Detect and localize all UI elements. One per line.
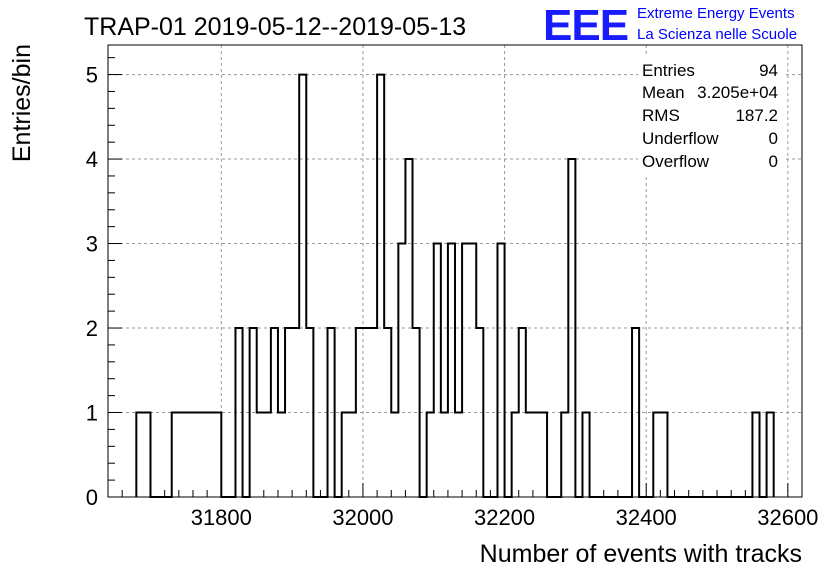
tick-labels: 31800 32000 32200 32400 32600 0 1 2 3 4 5 bbox=[86, 63, 819, 530]
histogram-bin bbox=[526, 413, 533, 497]
histogram-bin bbox=[250, 328, 257, 497]
stats-rms-label: RMS bbox=[642, 106, 680, 125]
histogram-bin bbox=[285, 328, 292, 497]
y-tick-label: 0 bbox=[86, 485, 98, 510]
histogram-bin bbox=[306, 328, 313, 497]
stats-underflow-label: Underflow bbox=[642, 129, 719, 148]
histogram-bin bbox=[476, 328, 483, 497]
y-tick-label: 1 bbox=[86, 401, 98, 426]
histogram-bin bbox=[398, 244, 405, 497]
histogram-bin bbox=[512, 413, 519, 497]
histogram-bin bbox=[497, 244, 504, 497]
stats-rms-value: 187.2 bbox=[735, 106, 778, 125]
histogram-bin bbox=[377, 75, 384, 497]
chart-title: TRAP-01 2019-05-12--2019-05-13 bbox=[84, 13, 466, 41]
histogram-bin bbox=[278, 413, 285, 497]
x-tick-label: 32400 bbox=[616, 505, 677, 530]
x-tick-label: 32000 bbox=[332, 505, 393, 530]
histogram-bin bbox=[264, 413, 271, 497]
stats-entries-value: 94 bbox=[759, 61, 778, 80]
plot-frame bbox=[107, 44, 803, 498]
x-tick-label: 31800 bbox=[191, 505, 252, 530]
stats-mean-value: 3.205e+04 bbox=[697, 83, 778, 102]
histogram-bin bbox=[356, 328, 363, 497]
x-axis-label: Number of events with tracks bbox=[480, 540, 802, 568]
histogram-bin bbox=[214, 413, 221, 497]
stats-underflow-value: 0 bbox=[769, 129, 778, 148]
y-tick-label: 3 bbox=[86, 232, 98, 257]
histogram-bin bbox=[582, 413, 589, 497]
histogram-outline bbox=[135, 73, 775, 498]
histogram-bin bbox=[299, 75, 306, 497]
y-axis-label: Entries/bin bbox=[8, 44, 36, 162]
histogram-bin bbox=[207, 413, 214, 497]
y-tick-label: 5 bbox=[86, 63, 98, 88]
histogram-bin bbox=[434, 244, 441, 497]
eee-logo-line2: La Scienza nelle Scuole bbox=[637, 26, 797, 43]
stats-mean-label: Mean bbox=[642, 83, 685, 102]
eee-logo-mark: EEE bbox=[543, 1, 628, 50]
y-tick-label: 2 bbox=[86, 316, 98, 341]
histogram-bin bbox=[271, 328, 278, 497]
histogram-bin bbox=[413, 328, 420, 497]
histogram-bin bbox=[349, 413, 356, 497]
stats-overflow-label: Overflow bbox=[642, 152, 710, 171]
histogram-bin bbox=[172, 413, 179, 497]
stats-overflow-value: 0 bbox=[769, 152, 778, 171]
histogram-bin bbox=[441, 413, 448, 497]
histogram-bin bbox=[405, 159, 412, 497]
histogram-bin bbox=[448, 244, 455, 497]
histogram-bin bbox=[568, 159, 575, 497]
histogram-bin bbox=[342, 413, 349, 497]
stats-entries-label: Entries bbox=[642, 61, 695, 80]
histogram-bin bbox=[363, 328, 370, 497]
histogram-bin bbox=[257, 413, 264, 497]
y-tick-label: 4 bbox=[86, 147, 98, 172]
histogram-bin bbox=[660, 413, 667, 497]
histogram-bin bbox=[370, 328, 377, 497]
histogram-bin bbox=[561, 413, 568, 497]
histogram-bin bbox=[632, 328, 639, 497]
histogram-bin bbox=[179, 413, 186, 497]
histogram-bin bbox=[391, 413, 398, 497]
histogram-bin bbox=[455, 413, 462, 497]
histogram-bin bbox=[767, 413, 774, 497]
histogram-bin bbox=[462, 244, 469, 497]
histogram-bin bbox=[193, 413, 200, 497]
eee-logo-line1: Extreme Energy Events bbox=[637, 5, 795, 22]
histogram-bin bbox=[427, 413, 434, 497]
eee-logo: EEE Extreme Energy Events La Scienza nel… bbox=[543, 1, 797, 50]
histogram-bin bbox=[533, 413, 540, 497]
histogram-bin bbox=[200, 413, 207, 497]
histogram-bin bbox=[328, 328, 335, 497]
x-tick-label: 32200 bbox=[474, 505, 535, 530]
x-tick-label: 32600 bbox=[757, 505, 818, 530]
histogram-bin bbox=[186, 413, 193, 497]
histogram-bin bbox=[540, 413, 547, 497]
histogram-bin bbox=[292, 328, 299, 497]
histogram-bin bbox=[384, 328, 391, 497]
histogram-bin bbox=[752, 413, 759, 497]
histogram-bin bbox=[653, 413, 660, 497]
stats-box: Entries 94 Mean 3.205e+04 RMS 187.2 Unde… bbox=[638, 56, 784, 176]
histogram-bin bbox=[143, 413, 150, 497]
histogram-bin bbox=[235, 328, 242, 497]
histogram-bin bbox=[136, 413, 143, 497]
histogram-bin bbox=[469, 244, 476, 497]
histogram-bin bbox=[519, 328, 526, 497]
stats-box-background bbox=[638, 56, 784, 176]
